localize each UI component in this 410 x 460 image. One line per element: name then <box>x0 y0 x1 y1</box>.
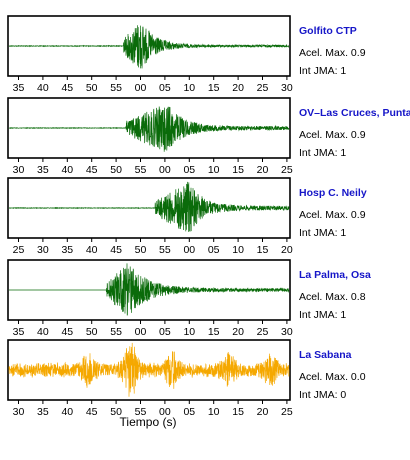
x-tick-label: 00 <box>159 406 171 418</box>
x-tick-label: 20 <box>257 406 269 418</box>
x-tick-label: 40 <box>37 326 49 338</box>
acel-max-label: Acel. Max. 0.8 <box>299 291 366 303</box>
int-jma-label: Int JMA: 1 <box>299 227 346 239</box>
x-tick-label: 35 <box>13 326 25 338</box>
acel-max-label: Acel. Max. 0.0 <box>299 371 366 383</box>
int-jma-label: Int JMA: 1 <box>299 309 346 321</box>
x-tick-label: 15 <box>232 164 244 176</box>
x-tick-label: 35 <box>37 406 49 418</box>
acel-max-label: Acel. Max. 0.9 <box>299 47 366 59</box>
x-tick-label: 25 <box>13 244 25 256</box>
acel-max-label: Acel. Max. 0.9 <box>299 209 366 221</box>
station-name: Hosp C. Neily <box>299 187 367 199</box>
acel-max-label: Acel. Max. 0.9 <box>299 129 366 141</box>
x-tick-label: 05 <box>208 244 220 256</box>
seismogram-panel: 30 35 40 45 50 55 00 05 10 15 20 25 La Sabana Acel. M… <box>7 339 366 418</box>
x-tick-label: 50 <box>110 406 122 418</box>
x-tick-label: 40 <box>61 164 73 176</box>
x-tick-label: 45 <box>61 82 73 94</box>
x-tick-label: 55 <box>110 82 122 94</box>
x-tick-label: 15 <box>208 326 220 338</box>
x-tick-label: 25 <box>281 164 293 176</box>
x-tick-label: 10 <box>183 326 195 338</box>
station-name: Golfito CTP <box>299 25 357 37</box>
x-tick-label: 30 <box>13 406 25 418</box>
x-tick-label: 00 <box>135 326 147 338</box>
x-axis-label: Tiempo (s) <box>120 415 177 429</box>
x-tick-label: 55 <box>159 244 171 256</box>
x-tick-label: 45 <box>86 164 98 176</box>
x-tick-label: 20 <box>232 326 244 338</box>
seismogram-panel: 25 30 35 40 45 50 55 00 05 10 15 20 Hosp C. Neily Ace… <box>7 177 367 256</box>
x-tick-label: 10 <box>208 406 220 418</box>
x-tick-label: 20 <box>232 82 244 94</box>
x-tick-label: 10 <box>208 164 220 176</box>
station-name: La Sabana <box>299 349 352 361</box>
x-tick-label: 15 <box>232 406 244 418</box>
x-tick-label: 50 <box>135 244 147 256</box>
x-tick-label: 20 <box>281 244 293 256</box>
x-tick-label: 00 <box>159 164 171 176</box>
x-tick-label: 25 <box>257 326 269 338</box>
waveform-trace <box>8 342 290 397</box>
x-tick-label: 05 <box>159 82 171 94</box>
x-tick-label: 35 <box>13 82 25 94</box>
x-tick-label: 30 <box>281 326 293 338</box>
seismogram-panel: 35 40 45 50 55 00 05 10 15 20 25 30 Golfito CTP Acel.… <box>7 15 366 94</box>
x-tick-label: 15 <box>257 244 269 256</box>
x-tick-label: 50 <box>86 82 98 94</box>
x-tick-label: 55 <box>135 406 147 418</box>
x-tick-label: 00 <box>183 244 195 256</box>
x-tick-label: 15 <box>208 82 220 94</box>
int-jma-label: Int JMA: 0 <box>299 389 346 401</box>
x-tick-label: 35 <box>61 244 73 256</box>
x-tick-label: 40 <box>86 244 98 256</box>
int-jma-label: Int JMA: 1 <box>299 65 346 77</box>
waveform-trace <box>8 106 290 152</box>
x-tick-label: 25 <box>257 82 269 94</box>
seismogram-panel: 30 35 40 45 50 55 00 05 10 15 20 25 OV–Las Cruces, P… <box>7 97 410 176</box>
x-tick-label: 30 <box>13 164 25 176</box>
x-tick-label: 30 <box>37 244 49 256</box>
station-name: La Palma, Osa <box>299 269 371 281</box>
x-tick-label: 25 <box>281 406 293 418</box>
waveform-trace <box>9 263 290 316</box>
x-tick-label: 10 <box>183 82 195 94</box>
x-tick-label: 45 <box>86 406 98 418</box>
seismogram-panel: 35 40 45 50 55 00 05 10 15 20 25 30 La Palma, Osa Ace… <box>7 259 371 338</box>
x-tick-label: 05 <box>183 406 195 418</box>
x-tick-label: 40 <box>61 406 73 418</box>
x-tick-label: 55 <box>135 164 147 176</box>
x-tick-label: 50 <box>86 326 98 338</box>
station-name: OV–Las Cruces, Puntar <box>299 107 410 119</box>
x-tick-label: 00 <box>135 82 147 94</box>
x-tick-label: 10 <box>232 244 244 256</box>
x-tick-label: 35 <box>37 164 49 176</box>
x-tick-label: 45 <box>61 326 73 338</box>
x-tick-label: 55 <box>110 326 122 338</box>
x-tick-label: 50 <box>110 164 122 176</box>
x-tick-label: 45 <box>110 244 122 256</box>
x-tick-label: 40 <box>37 82 49 94</box>
int-jma-label: Int JMA: 1 <box>299 147 346 159</box>
x-tick-label: 20 <box>257 164 269 176</box>
x-tick-label: 05 <box>159 326 171 338</box>
waveform-trace <box>8 25 290 69</box>
x-tick-label: 30 <box>281 82 293 94</box>
panels-group: 35 40 45 50 55 00 05 10 15 20 25 30 Golfito CTP Acel.… <box>7 15 410 418</box>
waveform-trace <box>8 181 290 232</box>
x-tick-label: 05 <box>183 164 195 176</box>
